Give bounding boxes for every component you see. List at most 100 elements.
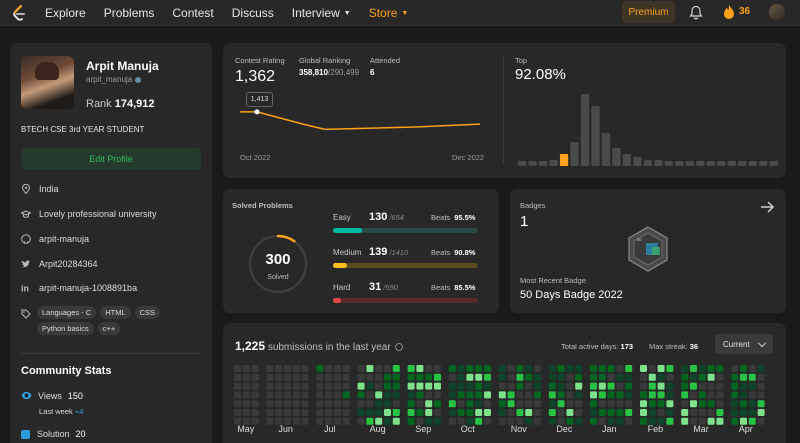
heatmap-cell[interactable]: [666, 382, 674, 390]
heatmap-cell[interactable]: [648, 400, 656, 408]
heatmap-cell[interactable]: [425, 373, 433, 381]
skill-tag[interactable]: Python basics: [37, 322, 94, 335]
heatmap-cell[interactable]: [648, 373, 656, 381]
heatmap-cell[interactable]: [625, 409, 633, 416]
heatmap-cell[interactable]: [681, 409, 689, 416]
heatmap-cell[interactable]: [625, 373, 633, 381]
heatmap-cell[interactable]: [407, 417, 415, 425]
heatmap-cell[interactable]: [251, 382, 259, 390]
heatmap-cell[interactable]: [425, 417, 433, 425]
heatmap-cell[interactable]: [342, 417, 350, 425]
heatmap-cell[interactable]: [466, 373, 474, 381]
heatmap-cell[interactable]: [748, 373, 756, 381]
heatmap-cell[interactable]: [275, 400, 283, 408]
heatmap-cell[interactable]: [316, 409, 324, 416]
heatmap-cell[interactable]: [716, 409, 724, 416]
heatmap-cell[interactable]: [466, 417, 474, 425]
heatmap-cell[interactable]: [757, 409, 765, 416]
heatmap-cell[interactable]: [616, 373, 624, 381]
heatmap-cell[interactable]: [375, 400, 383, 408]
heatmap-cell[interactable]: [357, 391, 365, 399]
heatmap-cell[interactable]: [484, 373, 491, 381]
heatmap-cell[interactable]: [325, 365, 333, 372]
heatmap-cell[interactable]: [648, 382, 656, 390]
heatmap-cell[interactable]: [690, 382, 697, 390]
heatmap-cell[interactable]: [384, 365, 391, 372]
heatmap-cell[interactable]: [316, 391, 324, 399]
heatmap-cell[interactable]: [475, 409, 483, 416]
heatmap-cell[interactable]: [434, 400, 441, 408]
heatmap-cell[interactable]: [475, 391, 483, 399]
heatmap-cell[interactable]: [234, 409, 241, 416]
heatmap-cell[interactable]: [325, 391, 333, 399]
heatmap-cell[interactable]: [466, 365, 474, 372]
heatmap-cell[interactable]: [434, 373, 441, 381]
heatmap-cell[interactable]: [590, 391, 597, 399]
heatmap-cell[interactable]: [648, 391, 656, 399]
heatmap-cell[interactable]: [575, 400, 583, 408]
heatmap-cell[interactable]: [301, 400, 309, 408]
heatmap-cell[interactable]: [375, 382, 383, 390]
heatmap-cell[interactable]: [690, 391, 697, 399]
heatmap-cell[interactable]: [266, 391, 274, 399]
edit-profile-button[interactable]: Edit Profile: [21, 148, 201, 170]
heatmap-cell[interactable]: [625, 400, 633, 408]
heatmap-cell[interactable]: [698, 409, 706, 416]
skill-tag[interactable]: HTML: [100, 306, 131, 319]
heatmap-cell[interactable]: [616, 365, 624, 372]
heatmap-cell[interactable]: [284, 417, 291, 425]
heatmap-cell[interactable]: [334, 400, 341, 408]
heatmap-cell[interactable]: [534, 365, 541, 372]
heatmap-cell[interactable]: [498, 417, 506, 425]
heatmap-cell[interactable]: [392, 382, 400, 390]
heatmap-cell[interactable]: [698, 373, 706, 381]
heatmap-cell[interactable]: [657, 417, 665, 425]
heatmap-cell[interactable]: [740, 417, 747, 425]
heatmap-cell[interactable]: [266, 409, 274, 416]
heatmap-cell[interactable]: [716, 365, 724, 372]
heatmap-cell[interactable]: [448, 391, 456, 399]
heatmap-cell[interactable]: [557, 417, 565, 425]
heatmap-cell[interactable]: [484, 391, 491, 399]
heatmap-cell[interactable]: [607, 382, 615, 390]
info-linkedin[interactable]: in arpit-manuja-1008891ba: [21, 283, 137, 293]
heatmap-cell[interactable]: [375, 391, 383, 399]
heatmap-cell[interactable]: [566, 409, 574, 416]
heatmap-cell[interactable]: [525, 365, 533, 372]
heatmap-cell[interactable]: [416, 365, 424, 372]
heatmap-cell[interactable]: [548, 400, 556, 408]
streak-count[interactable]: 36: [739, 6, 751, 17]
heatmap-cell[interactable]: [575, 417, 583, 425]
rating-distribution-chart[interactable]: [517, 91, 779, 166]
heatmap-cell[interactable]: [690, 365, 697, 372]
heatmap-cell[interactable]: [434, 409, 441, 416]
heatmap-cell[interactable]: [707, 400, 715, 408]
heatmap-cell[interactable]: [392, 400, 400, 408]
heatmap-cell[interactable]: [325, 373, 333, 381]
heatmap-cell[interactable]: [448, 365, 456, 372]
heatmap-cell[interactable]: [507, 373, 515, 381]
heatmap-cell[interactable]: [625, 365, 633, 372]
heatmap-cell[interactable]: [716, 373, 724, 381]
heatmap-cell[interactable]: [448, 409, 456, 416]
heatmap-cell[interactable]: [301, 365, 309, 372]
heatmap-cell[interactable]: [507, 409, 515, 416]
heatmap-cell[interactable]: [366, 391, 374, 399]
heatmap-cell[interactable]: [301, 409, 309, 416]
heatmap-cell[interactable]: [690, 400, 697, 408]
heatmap-cell[interactable]: [234, 391, 241, 399]
heatmap-cell[interactable]: [316, 373, 324, 381]
heatmap-cell[interactable]: [242, 400, 250, 408]
heatmap-cell[interactable]: [740, 382, 747, 390]
heatmap-cell[interactable]: [640, 409, 647, 416]
heatmap-cell[interactable]: [757, 391, 765, 399]
heatmap-cell[interactable]: [607, 417, 615, 425]
heatmap-cell[interactable]: [681, 417, 689, 425]
heatmap-cell[interactable]: [316, 400, 324, 408]
heatmap-cell[interactable]: [607, 373, 615, 381]
heatmap-cell[interactable]: [484, 417, 491, 425]
heatmap-cell[interactable]: [475, 365, 483, 372]
heatmap-cell[interactable]: [666, 391, 674, 399]
heatmap-cell[interactable]: [475, 417, 483, 425]
heatmap-cell[interactable]: [557, 400, 565, 408]
